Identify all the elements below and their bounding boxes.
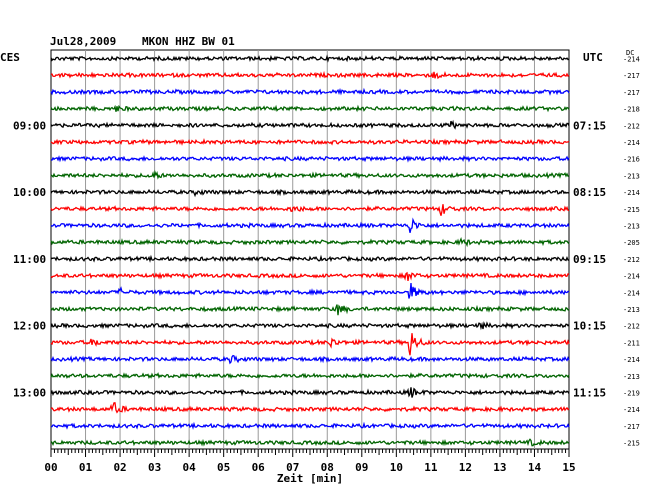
dc-offset-label: -216 <box>623 156 640 164</box>
left-time-label: 10:00 <box>13 186 46 199</box>
seismic-trace <box>50 438 570 447</box>
left-time-label: 13:00 <box>13 387 46 400</box>
dc-offset-label: -213 <box>623 172 640 180</box>
right-time-label: 11:15 <box>573 387 606 400</box>
seismic-trace <box>50 217 570 233</box>
x-axis-label: Zeit [min] <box>277 472 343 485</box>
dc-offset-label: -217 <box>623 72 640 80</box>
dc-offset-label: -219 <box>623 390 640 398</box>
seismic-trace <box>50 304 570 316</box>
seismic-trace <box>50 169 570 180</box>
dc-offset-label: -217 <box>623 423 640 431</box>
seismic-trace <box>51 421 570 430</box>
x-tick-label: 01 <box>79 461 93 474</box>
dc-offset-label: -214 <box>623 406 640 414</box>
seismic-trace <box>50 321 570 331</box>
dc-offset-label: -212 <box>623 122 640 130</box>
dc-offset-label: -211 <box>623 339 640 347</box>
plot-grid <box>50 49 570 457</box>
x-tick-label: 15 <box>562 461 575 474</box>
seismic-trace <box>50 387 570 398</box>
seismic-trace <box>50 188 570 198</box>
dc-offset-label: -212 <box>623 323 640 331</box>
right-time-label: 08:15 <box>573 186 606 199</box>
seismic-trace <box>50 104 570 113</box>
dc-offset-label: -214 <box>623 356 640 364</box>
x-tick-label: 12 <box>459 461 472 474</box>
seismic-trace <box>50 154 570 163</box>
x-tick-label: 07 <box>286 461 299 474</box>
dc-offset-label: -217 <box>623 89 640 97</box>
dc-offset-label: -218 <box>623 106 640 114</box>
x-tick-label: 13 <box>493 461 506 474</box>
dc-offset-label: -213 <box>623 223 640 231</box>
trace-group <box>50 54 570 447</box>
x-tick-label: 06 <box>252 461 266 474</box>
seismic-trace <box>50 137 570 146</box>
right-time-label: 10:15 <box>573 320 606 333</box>
seismic-trace <box>50 119 570 130</box>
x-tick-label: 05 <box>217 461 230 474</box>
x-tick-label: 10 <box>390 461 403 474</box>
left-time-label: 11:00 <box>13 253 46 266</box>
seismic-trace <box>50 87 570 96</box>
x-tick-label: 09 <box>355 461 368 474</box>
seismic-trace <box>50 283 570 299</box>
seismic-trace <box>50 70 570 80</box>
seismic-trace <box>50 204 570 216</box>
left-timezone: CES <box>0 51 20 64</box>
dc-offset-label: -214 <box>623 289 640 297</box>
dc-offset-label: -215 <box>623 440 640 448</box>
right-time-label: 07:15 <box>573 119 606 132</box>
dc-offset-label: -213 <box>623 306 640 314</box>
left-time-label: 12:00 <box>13 320 46 333</box>
seismic-trace <box>50 372 570 380</box>
seismic-trace <box>50 237 570 248</box>
x-tick-label: 04 <box>183 461 197 474</box>
x-tick-label: 00 <box>44 461 57 474</box>
x-tick-label: 03 <box>148 461 161 474</box>
seismic-trace <box>50 254 570 263</box>
x-tick-label: 08 <box>321 461 334 474</box>
x-tick-label: 02 <box>113 461 126 474</box>
dc-offset-label: -213 <box>623 373 640 381</box>
dc-offset-label: -214 <box>623 139 640 147</box>
right-timezone: UTC <box>583 51 603 64</box>
seismic-trace <box>50 333 570 356</box>
seismic-trace <box>50 271 570 282</box>
dc-offset-label: -212 <box>623 256 640 264</box>
label-group: 00 01 02 03 04 05 06 07 08 09 10 11 12 13 14 15 09:00 10:… <box>13 56 640 475</box>
dc-offset-label: -214 <box>623 56 640 64</box>
dc-offset-label: -205 <box>623 239 640 247</box>
dc-offset-label: -214 <box>623 189 640 197</box>
right-time-label: 09:15 <box>573 253 606 266</box>
dc-offset-label: -215 <box>623 206 640 214</box>
x-tick-label: 11 <box>424 461 438 474</box>
dc-offset-label: -214 <box>623 273 640 281</box>
header-date: Jul28,2009 <box>50 35 116 48</box>
dc-header: DC <box>626 49 634 57</box>
x-tick-label: 14 <box>528 461 542 474</box>
header-station: MKON HHZ BW 01 <box>142 35 235 48</box>
seismic-trace <box>50 402 570 414</box>
left-time-label: 09:00 <box>13 119 46 132</box>
seismic-trace <box>50 354 570 365</box>
seismic-trace <box>50 54 570 63</box>
